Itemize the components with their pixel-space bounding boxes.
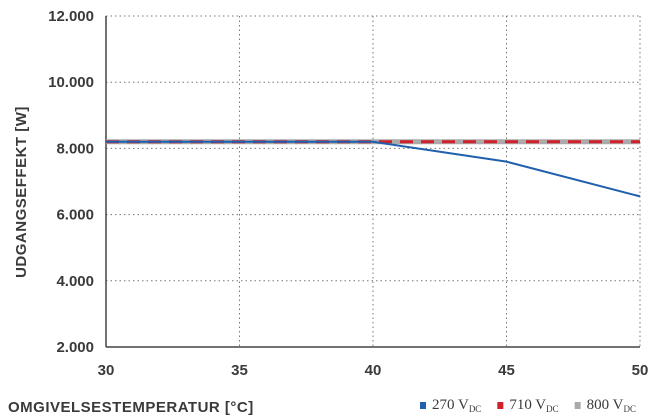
y-tick-label: 10.000 [48,74,94,91]
x-tick-label: 30 [98,362,115,379]
axes [105,16,640,348]
legend-swatch [497,402,504,409]
legend-label: 800 VDC [587,397,636,414]
legend-label: 270 VDC [432,397,481,414]
grid [106,15,641,347]
legend-swatch [574,402,581,409]
y-tick-label: 6.000 [56,207,94,224]
series-lines [106,139,641,198]
y-tick-label: 12.000 [48,8,94,25]
series-line-2 [106,140,641,198]
y-tick-label: 8.000 [56,140,94,157]
legend-swatch [420,402,426,409]
legend: 270 VDC 710 VDC 800 VDC [420,397,636,414]
tick-labels: 2.000 4.000 6.000 8.000 10.000 12.000 30 35 40 45… [48,8,648,379]
legend-label: 710 VDC [509,397,558,414]
x-tick-label: 40 [365,362,382,379]
x-tick-label: 45 [498,362,515,379]
x-tick-label: 35 [231,362,248,379]
y-axis-label: UDGANGSEFFEKT [W] [13,106,30,278]
x-axis-label: OMGIVELSESTEMPERATUR [°C] [8,399,254,416]
y-tick-label: 2.000 [56,339,94,356]
y-tick-label: 4.000 [56,273,94,290]
x-tick-label: 50 [632,362,649,379]
